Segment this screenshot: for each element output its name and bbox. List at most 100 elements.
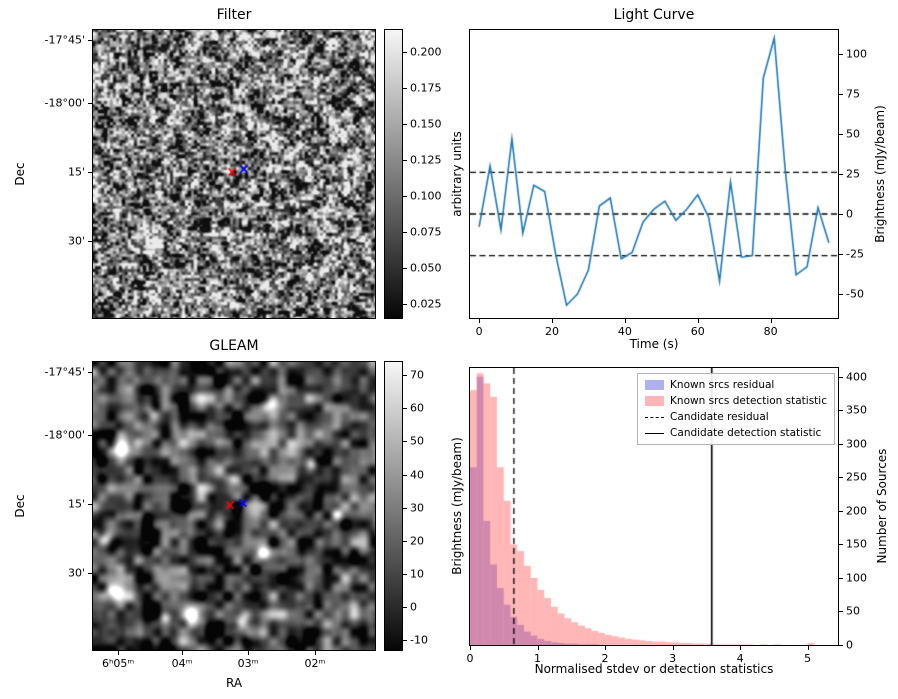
tick-mark <box>605 646 607 650</box>
tick-mark <box>839 174 843 175</box>
tick-mark <box>537 646 539 650</box>
tick-label: -17°45' <box>44 365 86 379</box>
tick-mark <box>88 40 92 42</box>
tick-label: 150 <box>846 537 867 551</box>
legend-label-candidate-detection: Candidate detection statistic <box>670 427 822 439</box>
tick-label: 6ʰ05ᵐ <box>101 657 135 670</box>
filter-image-panel <box>92 29 376 319</box>
tick-mark <box>839 645 843 646</box>
tick-mark <box>403 375 407 377</box>
tick-mark <box>697 319 699 323</box>
tick-mark <box>839 443 843 445</box>
gleam-colorbar-label: Brightness (mJy/beam) <box>450 437 464 575</box>
tick-label: 0.050 <box>410 261 442 275</box>
tick-label: 75 <box>846 87 860 101</box>
filter-heatmap-canvas <box>93 30 375 318</box>
tick-mark <box>839 376 843 378</box>
tick-mark <box>470 646 471 650</box>
tick-mark <box>839 544 843 546</box>
tick-mark <box>403 408 407 410</box>
gleam-title: GLEAM <box>209 338 259 354</box>
filter-colorbar-label: arbitrary units <box>450 131 464 217</box>
legend-swatch-known-residual <box>645 380 665 390</box>
tick-label: 0 <box>410 600 417 614</box>
tick-mark <box>839 254 843 255</box>
tick-label: 5 <box>804 652 812 665</box>
tick-label: 3 <box>669 652 677 665</box>
tick-label: 20 <box>410 534 424 548</box>
tick-label: 25 <box>846 167 860 181</box>
legend-swatch-known-detection <box>645 396 665 406</box>
tick-mark <box>88 171 92 173</box>
filter-title: Filter <box>216 7 252 23</box>
lightcurve-ylabel: Brightness (mJy/beam) <box>873 105 887 243</box>
tick-label: 0.175 <box>410 81 442 95</box>
tick-label: 0 <box>466 652 474 665</box>
gleam-colorbar <box>384 361 403 651</box>
tick-label: -10 <box>410 633 428 647</box>
tick-mark <box>403 640 407 642</box>
tick-mark <box>839 510 843 512</box>
tick-label: 20 <box>544 325 559 338</box>
filter-ylabel: Dec <box>13 162 27 186</box>
tick-mark <box>403 87 407 89</box>
tick-mark <box>807 646 809 650</box>
tick-label: 15' <box>67 165 85 179</box>
tick-mark <box>403 441 407 443</box>
tick-label: 40 <box>410 468 424 482</box>
legend-entry-candidate-residual: Candidate residual <box>645 409 827 425</box>
tick-mark <box>88 434 92 436</box>
legend-entry-candidate-detection: Candidate detection statistic <box>645 425 827 441</box>
histogram-ylabel: Number of Sources <box>875 448 889 564</box>
lightcurve-title: Light Curve <box>613 7 695 23</box>
tick-label: 250 <box>846 470 867 484</box>
tick-label: 50 <box>846 604 860 618</box>
tick-mark <box>839 477 843 479</box>
tick-label: 0 <box>846 207 853 221</box>
tick-mark <box>118 651 120 655</box>
tick-mark <box>839 94 843 95</box>
tick-label: 400 <box>846 370 867 384</box>
legend-entry-known-residual: Known srcs residual <box>645 377 827 393</box>
legend-label-candidate-residual: Candidate residual <box>670 411 769 423</box>
tick-mark <box>624 319 626 323</box>
tick-mark <box>248 651 250 655</box>
tick-label: 2 <box>601 652 609 665</box>
tick-mark <box>314 651 316 655</box>
tick-mark <box>672 646 674 650</box>
tick-label: 1 <box>534 652 542 665</box>
tick-label: 0.200 <box>410 45 442 59</box>
tick-mark <box>88 503 92 505</box>
tick-label: 02ᵐ <box>304 657 326 670</box>
legend: Known srcs residual Known srcs detection… <box>637 373 835 445</box>
tick-label: 0.100 <box>410 189 442 203</box>
lightcurve-xlabel: Time (s) <box>629 337 679 351</box>
tick-label: -17°45' <box>44 33 86 47</box>
tick-mark <box>403 573 407 575</box>
tick-mark <box>551 319 553 323</box>
tick-mark <box>403 195 407 197</box>
tick-label: 100 <box>846 571 867 585</box>
legend-dashed-line-sample <box>645 416 665 418</box>
tick-label: 350 <box>846 403 867 417</box>
tick-mark <box>403 231 407 233</box>
tick-mark <box>403 267 407 269</box>
tick-label: 30' <box>67 566 85 580</box>
tick-label: 200 <box>846 504 867 518</box>
legend-label-known-detection: Known srcs detection statistic <box>670 395 827 407</box>
tick-label: 0.150 <box>410 117 442 131</box>
tick-label: -18°00' <box>44 428 86 442</box>
lightcurve-canvas <box>470 30 838 318</box>
tick-label: 10 <box>410 567 424 581</box>
tick-label: 80 <box>763 325 778 338</box>
tick-label: 4 <box>736 652 744 665</box>
tick-mark <box>403 159 407 161</box>
tick-label: 03ᵐ <box>237 657 259 670</box>
tick-label: 0.025 <box>410 297 442 311</box>
tick-mark <box>839 214 843 215</box>
tick-mark <box>839 577 843 579</box>
tick-mark <box>403 303 407 305</box>
tick-mark <box>182 651 184 655</box>
tick-mark <box>403 540 407 542</box>
tick-mark <box>403 123 407 125</box>
